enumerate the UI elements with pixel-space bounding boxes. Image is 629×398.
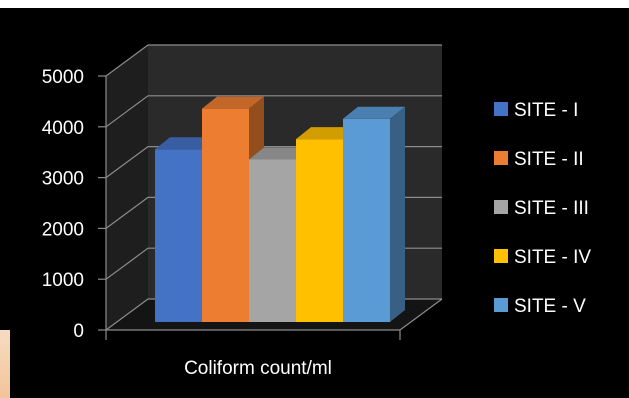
y-tick-label: 0 (73, 321, 84, 342)
legend-swatch (494, 200, 508, 214)
value-axis: 0 1000 2000 3000 4000 5000 (42, 67, 107, 342)
bar-top (202, 96, 264, 109)
bar-front (296, 139, 343, 322)
legend: SITE - I SITE - II SITE - III SITE - IV SITE… (494, 100, 591, 317)
legend-item-2: SITE - II (494, 149, 584, 170)
y-tick-label: 3000 (42, 169, 84, 190)
bar-front (249, 159, 296, 322)
bar-top (249, 147, 311, 160)
category-axis: Coliform count/ml (105, 298, 443, 379)
legend-swatch (494, 151, 508, 165)
gridline (105, 44, 442, 77)
bar-side (390, 106, 405, 322)
legend-label: SITE - V (514, 296, 586, 317)
category-label: Coliform count/ml (184, 358, 332, 379)
floor-right-edge (399, 298, 443, 331)
legend-item-3: SITE - III (494, 198, 589, 219)
legend-swatch (494, 249, 508, 263)
bar-top (155, 137, 217, 150)
y-tick-label: 2000 (42, 219, 84, 240)
y-tick-label: 4000 (42, 118, 84, 139)
bar-front (202, 108, 249, 322)
bar-front (155, 149, 202, 322)
legend-label: SITE - III (514, 198, 589, 219)
legend-item-5: SITE - V (494, 296, 586, 317)
legend-swatch (494, 102, 508, 116)
legend-item-4: SITE - IV (494, 247, 591, 268)
y-tick-label: 1000 (42, 270, 84, 291)
bar-top (343, 106, 405, 119)
legend-label: SITE - I (514, 100, 578, 121)
y-tick-label: 5000 (42, 67, 84, 88)
corner-accent (0, 330, 10, 398)
side-wall (106, 45, 148, 330)
legend-item-1: SITE - I (494, 100, 578, 121)
gridline (105, 95, 442, 128)
legend-label: SITE - II (514, 149, 584, 170)
bar-5 (343, 106, 405, 322)
legend-swatch (494, 298, 508, 312)
legend-label: SITE - IV (514, 247, 591, 268)
bars (155, 96, 405, 323)
bar-front (343, 118, 390, 322)
bar-top (296, 127, 358, 140)
